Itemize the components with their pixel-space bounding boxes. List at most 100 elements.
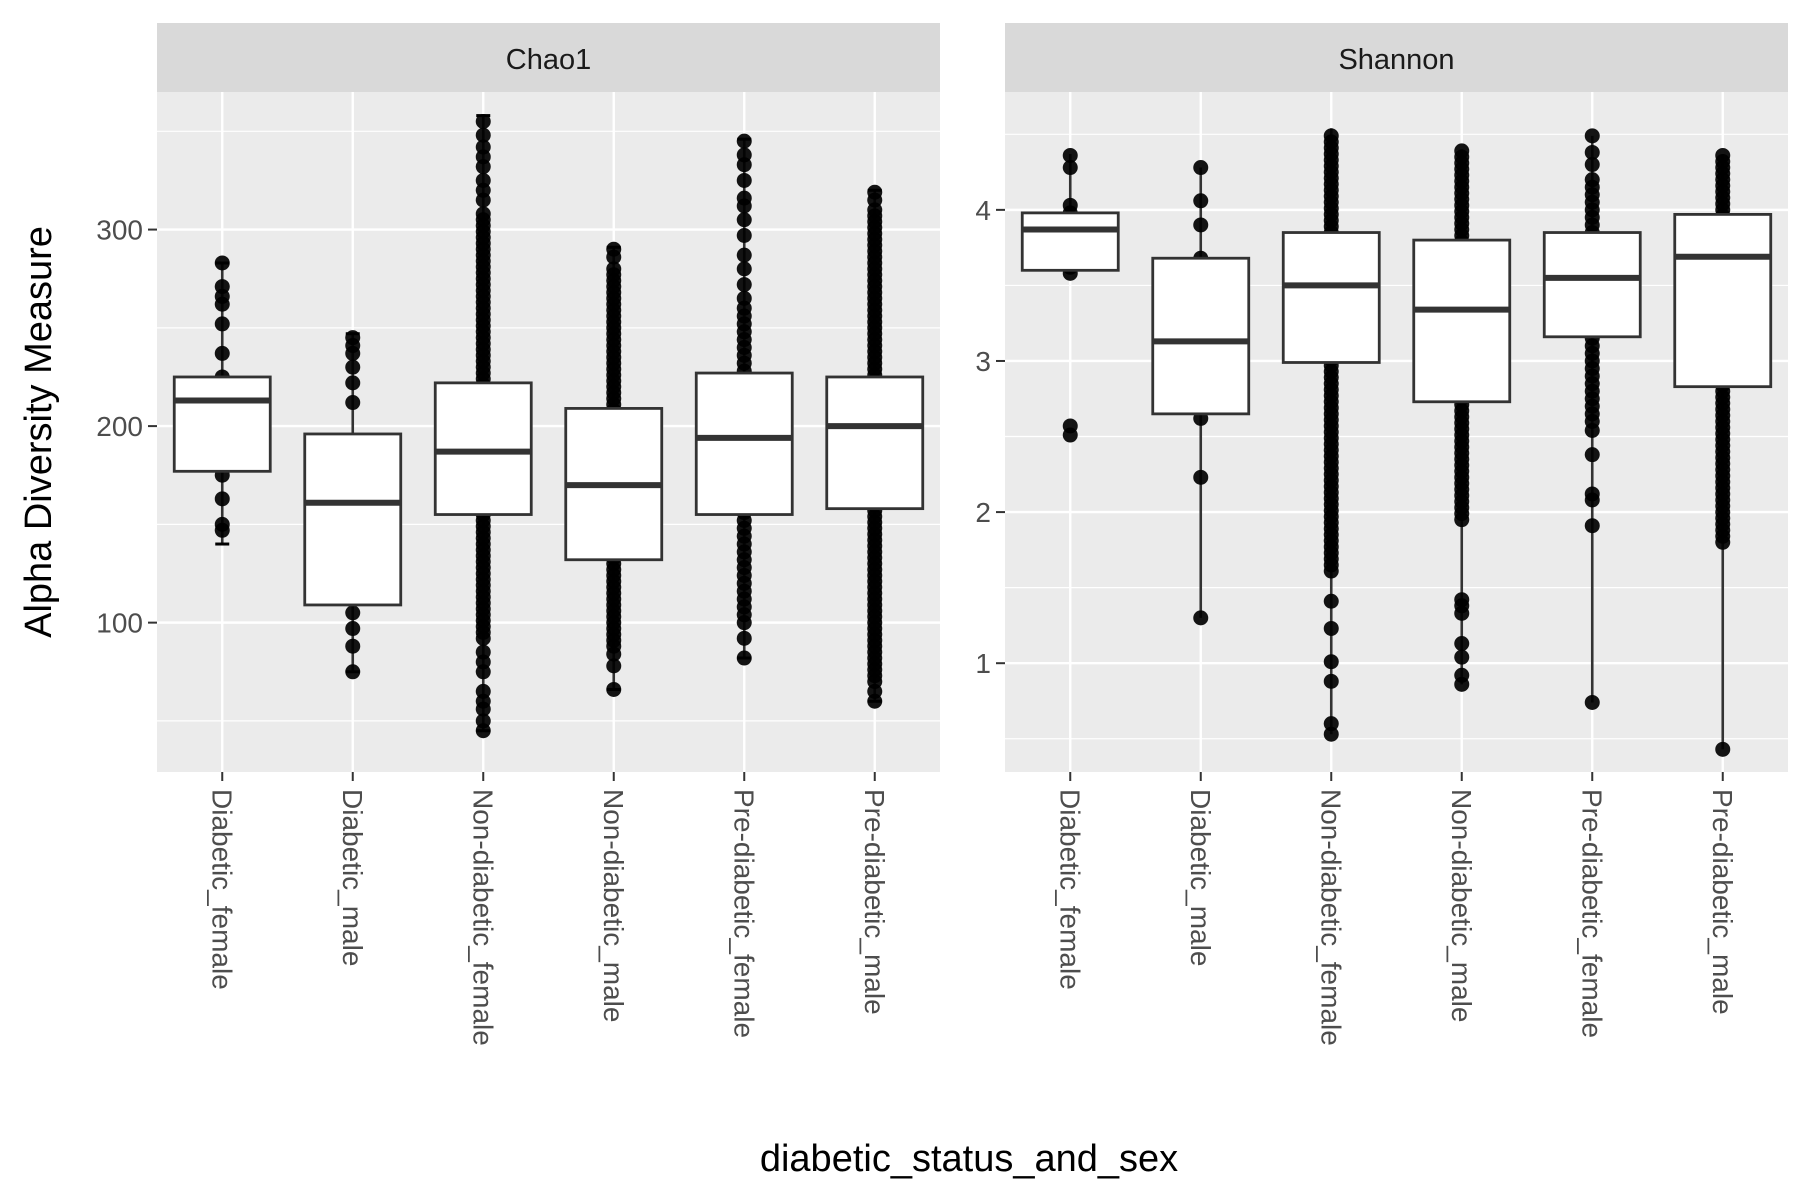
data-point — [1324, 594, 1339, 609]
data-point — [1585, 695, 1600, 710]
data-point — [215, 316, 230, 331]
x-tick-label: Diabetic_female — [1054, 789, 1085, 990]
data-point — [1193, 470, 1208, 485]
x-tick-label: Non-diabetic_female — [1315, 789, 1346, 1046]
data-point — [1324, 716, 1339, 731]
y-tick-label: 1 — [975, 648, 991, 679]
x-tick-label: Pre-diabetic_male — [859, 789, 890, 1015]
data-point — [1715, 742, 1730, 757]
data-point — [345, 621, 360, 636]
data-point — [345, 330, 360, 345]
data-point — [1454, 143, 1469, 158]
data-point — [1585, 423, 1600, 438]
panel-background-shannon — [1005, 92, 1788, 772]
x-tick-label: Diabetic_male — [1185, 789, 1216, 966]
x-tick-label: Non-diabetic_female — [467, 789, 498, 1046]
data-point — [737, 651, 752, 666]
data-point — [737, 191, 752, 206]
x-tick-label: Diabetic_female — [206, 789, 237, 990]
data-point — [476, 173, 491, 188]
data-point — [737, 291, 752, 306]
data-point — [737, 147, 752, 162]
data-point — [345, 395, 360, 410]
data-point — [1715, 148, 1730, 163]
y-tick-label: 100 — [96, 608, 143, 639]
data-point — [1193, 160, 1208, 175]
data-point — [345, 375, 360, 390]
x-tick-label: Pre-diabetic_female — [728, 789, 759, 1038]
y-tick-label: 3 — [975, 346, 991, 377]
data-point — [737, 277, 752, 292]
data-point — [737, 248, 752, 263]
data-point — [1324, 654, 1339, 669]
data-point — [1454, 592, 1469, 607]
data-point — [1193, 610, 1208, 625]
data-point — [737, 173, 752, 188]
y-tick-label: 2 — [975, 497, 991, 528]
box-iqr — [1414, 240, 1510, 402]
data-point — [476, 684, 491, 699]
data-point — [345, 664, 360, 679]
box-iqr — [1022, 213, 1118, 270]
box-iqr — [827, 377, 923, 509]
box-iqr — [1675, 214, 1771, 386]
data-point — [1454, 636, 1469, 651]
data-point — [1324, 621, 1339, 636]
data-point — [1454, 650, 1469, 665]
x-tick-label: Non-diabetic_male — [598, 789, 629, 1022]
data-point — [867, 185, 882, 200]
data-point — [737, 631, 752, 646]
box-iqr — [696, 373, 792, 515]
x-tick-label: Diabetic_male — [337, 789, 368, 966]
data-point — [345, 360, 360, 375]
data-point — [215, 279, 230, 294]
strip-label-shannon: Shannon — [1338, 44, 1454, 76]
box-iqr — [1544, 233, 1640, 337]
box-iqr — [305, 434, 401, 605]
data-point — [737, 134, 752, 149]
data-point — [737, 261, 752, 276]
x-axis-title: diabetic_status_and_sex — [760, 1138, 1178, 1180]
data-point — [606, 242, 621, 257]
panel-chao1: Chao1 100 200 300 Diabetic_female Diabetic_ma… — [96, 23, 940, 1046]
data-point — [1063, 148, 1078, 163]
data-point — [345, 605, 360, 620]
x-tick-label: Pre-diabetic_female — [1576, 789, 1607, 1038]
data-point — [215, 346, 230, 361]
data-point — [606, 647, 621, 662]
data-point — [1324, 128, 1339, 143]
data-point — [1585, 172, 1600, 187]
x-tick-label: Non-diabetic_male — [1446, 789, 1477, 1022]
strip-label-chao1: Chao1 — [506, 44, 591, 76]
data-point — [215, 255, 230, 270]
data-point — [1585, 518, 1600, 533]
data-point — [1324, 564, 1339, 579]
data-point — [606, 682, 621, 697]
y-tick-label: 200 — [96, 411, 143, 442]
data-point — [476, 128, 491, 143]
box-iqr — [1153, 258, 1249, 414]
data-point — [1193, 217, 1208, 232]
data-point — [867, 684, 882, 699]
data-point — [737, 212, 752, 227]
data-point — [1585, 128, 1600, 143]
data-point — [345, 639, 360, 654]
data-point — [476, 645, 491, 660]
y-axis-title: Alpha Diversity Measure — [18, 226, 60, 638]
box-iqr — [174, 377, 270, 471]
data-point — [476, 206, 491, 221]
data-point — [1585, 486, 1600, 501]
panel-background-chao1 — [157, 92, 940, 772]
data-point — [1063, 198, 1078, 213]
box-iqr — [1283, 233, 1379, 363]
data-point — [215, 517, 230, 532]
data-point — [1324, 674, 1339, 689]
data-point — [1193, 193, 1208, 208]
panel-shannon: Shannon 1 2 3 4 Diabetic_female Diabetic_male N… — [975, 23, 1788, 1046]
data-point — [1585, 447, 1600, 462]
y-tick-label: 300 — [96, 215, 143, 246]
data-point — [1063, 418, 1078, 433]
data-point — [215, 491, 230, 506]
